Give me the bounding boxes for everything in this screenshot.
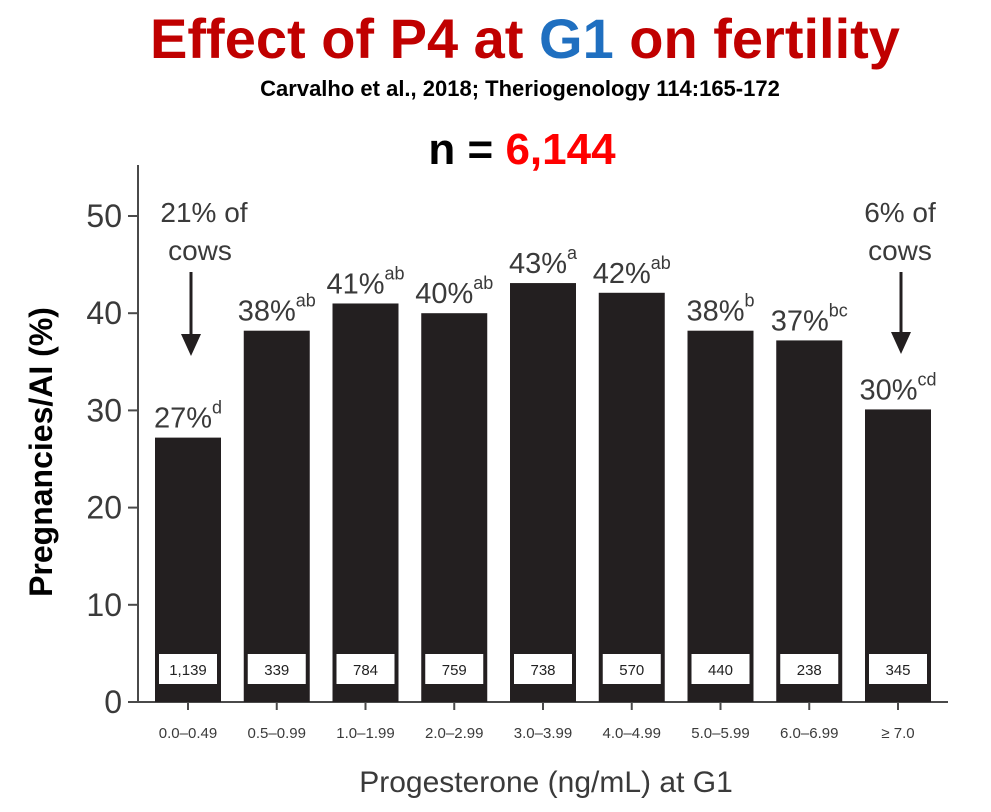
annotation-left-arrow xyxy=(181,272,201,356)
count-box xyxy=(514,654,572,684)
x-tick-label: ≥ 7.0 xyxy=(881,725,914,742)
title-part-g1: G1 xyxy=(539,7,614,70)
value-label: 42%ab xyxy=(593,253,671,290)
value-label: 40%ab xyxy=(415,273,493,310)
value-label-main: 40% xyxy=(415,278,473,310)
bar xyxy=(598,292,665,702)
sample-size-value: 6,144 xyxy=(505,125,616,174)
annotation-left-line2: cows xyxy=(168,235,232,266)
x-tick-label: 1.0–1.99 xyxy=(336,725,394,742)
value-label-superscript: ab xyxy=(473,273,493,293)
citation: Carvalho et al., 2018; Theriogenology 11… xyxy=(260,76,780,101)
value-label-superscript: a xyxy=(567,243,578,263)
value-label: 38%ab xyxy=(238,291,316,328)
count-label: 759 xyxy=(442,662,467,679)
count-label: 238 xyxy=(797,662,822,679)
count-box xyxy=(602,654,661,684)
value-label-main: 41% xyxy=(326,268,384,300)
x-tick-label: 4.0–4.99 xyxy=(603,725,661,742)
chart-title: Effect of P4 at G1 on fertility xyxy=(150,7,900,70)
x-tick-label: 0.5–0.99 xyxy=(248,725,306,742)
value-label-superscript: ab xyxy=(385,263,405,283)
annotation-right-arrow xyxy=(891,272,911,354)
sample-size-prefix: n = xyxy=(428,125,505,174)
x-tick-label: 3.0–3.99 xyxy=(514,725,572,742)
count-label: 738 xyxy=(530,662,555,679)
bar xyxy=(687,330,754,702)
value-label-superscript: b xyxy=(745,291,755,311)
value-label-main: 38% xyxy=(238,296,296,328)
count-box xyxy=(247,654,306,684)
plot-area: 0 10 20 30 40 50 Pregnancies/AI (%) Progesteron… xyxy=(23,165,948,799)
value-label: 41%ab xyxy=(326,263,404,300)
y-tick-label: 40 xyxy=(86,295,122,331)
value-label: 37%bc xyxy=(771,300,848,337)
annotation-right-line1: 6% of xyxy=(864,197,936,228)
x-tick-label: 2.0–2.99 xyxy=(425,725,483,742)
count-box xyxy=(159,654,217,684)
bar xyxy=(421,313,488,702)
count-label: 784 xyxy=(353,662,378,679)
annotation-left-line1: 21% of xyxy=(160,197,247,228)
count-box xyxy=(691,654,750,684)
x-tick-label: 5.0–5.99 xyxy=(691,725,749,742)
bar xyxy=(332,303,399,702)
count-box xyxy=(780,654,839,684)
bar xyxy=(510,283,576,702)
y-tick-label: 10 xyxy=(86,587,122,623)
title-part-1: Effect of P4 at xyxy=(150,7,539,70)
bar xyxy=(776,340,843,702)
title-part-3: on fertility xyxy=(614,7,900,70)
value-label-superscript: ab xyxy=(651,253,671,273)
bar xyxy=(865,409,931,702)
y-tick-label: 20 xyxy=(86,490,122,526)
value-label: 30%cd xyxy=(859,369,936,406)
y-axis-title: Pregnancies/AI (%) xyxy=(23,307,59,597)
count-label: 1,139 xyxy=(169,662,207,679)
count-label: 570 xyxy=(619,662,644,679)
count-box xyxy=(869,654,927,684)
value-label-superscript: cd xyxy=(918,369,937,389)
x-axis-title: Progesterone (ng/mL) at G1 xyxy=(359,766,733,799)
count-label: 345 xyxy=(885,662,910,679)
value-label-main: 42% xyxy=(593,258,651,290)
y-tick-label: 30 xyxy=(86,392,122,428)
value-label: 27%d xyxy=(154,398,222,435)
count-box xyxy=(336,654,395,684)
count-label: 440 xyxy=(708,662,733,679)
value-label-main: 27% xyxy=(154,403,212,435)
value-label-superscript: bc xyxy=(829,300,848,320)
count-label: 339 xyxy=(264,662,289,679)
x-tick-label: 6.0–6.99 xyxy=(780,725,838,742)
value-label-main: 43% xyxy=(509,248,567,280)
value-label: 43%a xyxy=(509,243,578,280)
value-label-main: 30% xyxy=(859,374,917,406)
value-label-superscript: d xyxy=(212,398,222,418)
y-tick-label: 50 xyxy=(86,198,122,234)
y-tick-label: 0 xyxy=(104,684,122,720)
count-box xyxy=(425,654,484,684)
value-label-superscript: ab xyxy=(296,291,316,311)
x-tick-label: 0.0–0.49 xyxy=(159,725,217,742)
value-label: 38%b xyxy=(686,291,754,328)
bar xyxy=(243,330,310,702)
sample-size: n = 6,144 xyxy=(428,125,616,174)
value-label-main: 37% xyxy=(771,305,829,337)
value-label-main: 38% xyxy=(686,296,744,328)
annotation-right-line2: cows xyxy=(868,235,932,266)
